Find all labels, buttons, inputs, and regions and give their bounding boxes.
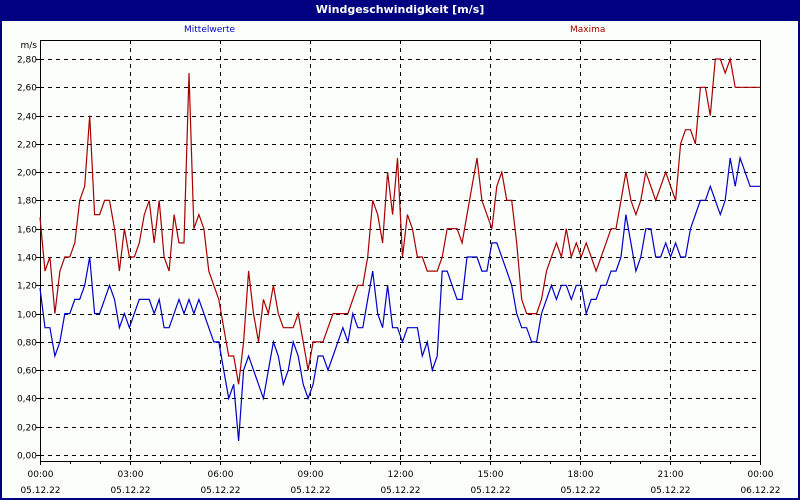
x-tick-time: 09:00 — [298, 470, 324, 480]
legend-max: Maxima — [570, 25, 606, 35]
x-tick-date: 05.12.22 — [380, 486, 420, 496]
x-tick-time: 12:00 — [388, 470, 414, 480]
y-tick-label: 2,60 — [17, 84, 37, 94]
y-tick-label: 2,40 — [17, 113, 37, 123]
legend-mean: Mittelwerte — [184, 25, 236, 35]
y-tick-label: 2,80 — [17, 56, 37, 66]
y-tick-label: 0,00 — [17, 452, 37, 462]
y-unit-label: m/s — [21, 41, 38, 51]
x-tick-time: 06:00 — [208, 470, 234, 480]
y-tick-label: 1,00 — [17, 311, 37, 321]
y-tick-label: 1,80 — [17, 197, 37, 207]
x-tick-date: 05.12.22 — [650, 486, 690, 496]
x-tick-time: 00:00 — [28, 470, 54, 480]
x-tick-date: 05.12.22 — [110, 486, 150, 496]
y-tick-label: 1,60 — [17, 226, 37, 236]
y-tick-label: 1,40 — [17, 254, 37, 264]
y-tick-label: 2,20 — [17, 141, 37, 151]
x-tick-date: 05.12.22 — [560, 486, 600, 496]
y-tick-label: 0,60 — [17, 367, 37, 377]
x-tick-time: 03:00 — [118, 470, 144, 480]
y-tick-label: 0,80 — [17, 339, 37, 349]
y-tick-label: 1,20 — [17, 282, 37, 292]
x-tick-date: 06.12.22 — [740, 486, 780, 496]
x-tick-time: 18:00 — [568, 470, 594, 480]
x-tick-date: 05.12.22 — [290, 486, 330, 496]
x-tick-date: 05.12.22 — [20, 486, 60, 496]
x-tick-time: 15:00 — [478, 470, 504, 480]
x-tick-date: 05.12.22 — [200, 486, 240, 496]
chart-title: Windgeschwindigkeit [m/s] — [0, 0, 800, 21]
x-tick-time: 00:00 — [748, 470, 774, 480]
y-tick-label: 0,40 — [17, 395, 37, 405]
x-tick-date: 05.12.22 — [470, 486, 510, 496]
plot-frame — [40, 40, 761, 462]
y-tick-label: 0,20 — [17, 424, 37, 434]
series-line-mittelwerte — [39, 155, 760, 441]
y-tick-label: 2,00 — [17, 169, 37, 179]
series-line-maxima — [39, 56, 760, 385]
x-tick-time: 21:00 — [658, 470, 684, 480]
